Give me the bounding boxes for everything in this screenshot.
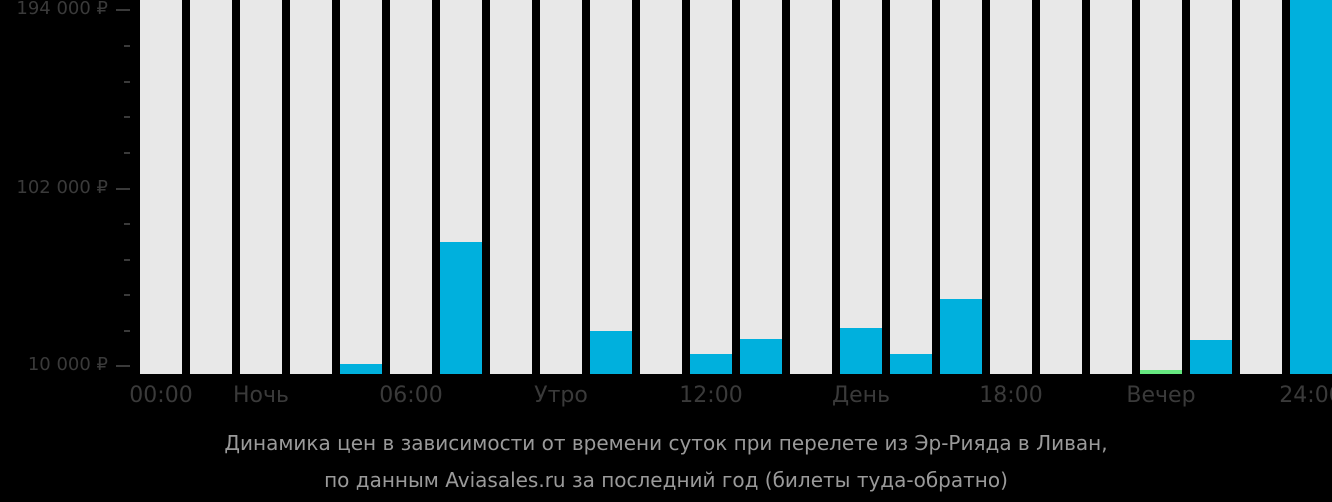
chart-caption-line-1: Динамика цен в зависимости от времени су… xyxy=(224,431,1108,455)
y-axis-minor-tick xyxy=(124,152,130,154)
y-axis-minor-tick xyxy=(124,330,130,332)
hour-bar-17[interactable] xyxy=(990,0,1032,374)
price-bar-fill xyxy=(340,363,382,374)
hour-bar-19[interactable] xyxy=(1090,0,1132,374)
y-axis-major-tick xyxy=(116,188,130,190)
y-axis-major-tick xyxy=(116,365,130,367)
x-axis-label: 24:00 xyxy=(1279,383,1332,408)
y-axis-minor-tick xyxy=(124,45,130,47)
x-axis-label: Ночь xyxy=(233,383,289,408)
price-bar-fill xyxy=(940,299,982,374)
y-axis-label: 10 000 ₽ xyxy=(27,354,108,375)
hour-bar-7[interactable] xyxy=(490,0,532,374)
min-price-bar-fill xyxy=(1140,369,1182,374)
x-axis-label: 00:00 xyxy=(129,383,193,408)
hour-bar-4[interactable] xyxy=(340,0,382,374)
hour-bar-10[interactable] xyxy=(640,0,682,374)
hour-bar-22[interactable] xyxy=(1240,0,1282,374)
hour-bar-3[interactable] xyxy=(290,0,332,374)
hour-bar-23[interactable] xyxy=(1290,0,1332,374)
x-axis-label: 12:00 xyxy=(679,383,743,408)
hour-bar-9[interactable] xyxy=(590,0,632,374)
x-axis-label: Утро xyxy=(534,383,588,408)
y-axis-minor-tick xyxy=(124,294,130,296)
x-axis-label: 06:00 xyxy=(379,383,443,408)
price-bar-fill xyxy=(1190,340,1232,374)
price-bar-fill xyxy=(690,354,732,374)
hour-bar-6[interactable] xyxy=(440,0,482,374)
hour-bar-20[interactable] xyxy=(1140,0,1182,374)
hour-bar-16[interactable] xyxy=(940,0,982,374)
hour-bar-14[interactable] xyxy=(840,0,882,374)
chart-caption-line-2: по данным Aviasales.ru за последний год … xyxy=(324,468,1008,492)
hour-bar-21[interactable] xyxy=(1190,0,1232,374)
y-axis-label: 194 000 ₽ xyxy=(16,0,108,19)
y-axis-minor-tick xyxy=(124,223,130,225)
price-bar-fill xyxy=(740,339,782,374)
y-axis-major-tick xyxy=(116,9,130,11)
hour-bar-12[interactable] xyxy=(740,0,782,374)
price-bar-fill xyxy=(590,330,632,374)
hour-bar-5[interactable] xyxy=(390,0,432,374)
hour-bar-13[interactable] xyxy=(790,0,832,374)
price-bar-fill xyxy=(1290,0,1332,374)
hour-bar-0[interactable] xyxy=(140,0,182,374)
price-bar-fill xyxy=(440,241,482,374)
x-axis-label: Вечер xyxy=(1126,383,1196,408)
price-bar-fill xyxy=(840,328,882,374)
hour-bar-1[interactable] xyxy=(190,0,232,374)
y-axis-minor-tick xyxy=(124,81,130,83)
y-axis-minor-tick xyxy=(124,259,130,261)
hour-bar-15[interactable] xyxy=(890,0,932,374)
hour-bar-8[interactable] xyxy=(540,0,582,374)
hour-bar-18[interactable] xyxy=(1040,0,1082,374)
y-axis-label: 102 000 ₽ xyxy=(16,177,108,198)
x-axis-label: 18:00 xyxy=(979,383,1043,408)
y-axis-minor-tick xyxy=(124,116,130,118)
x-axis-label: День xyxy=(831,383,891,408)
price-bar-fill xyxy=(890,354,932,374)
hour-bar-11[interactable] xyxy=(690,0,732,374)
hour-bar-2[interactable] xyxy=(240,0,282,374)
